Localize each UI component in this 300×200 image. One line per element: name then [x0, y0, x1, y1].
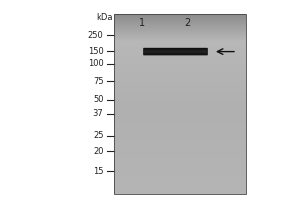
Bar — [114, 14, 246, 194]
Text: 50: 50 — [93, 96, 104, 104]
Text: kDa: kDa — [96, 14, 112, 22]
Text: 250: 250 — [88, 30, 103, 40]
Text: 2: 2 — [184, 18, 190, 28]
Text: 25: 25 — [93, 132, 104, 140]
Text: 100: 100 — [88, 60, 103, 68]
Text: 37: 37 — [93, 109, 104, 118]
Text: 15: 15 — [93, 166, 104, 176]
Text: 20: 20 — [93, 146, 104, 156]
Text: 150: 150 — [88, 46, 103, 55]
Text: 75: 75 — [93, 76, 104, 86]
FancyBboxPatch shape — [143, 48, 208, 55]
Text: 1: 1 — [140, 18, 146, 28]
